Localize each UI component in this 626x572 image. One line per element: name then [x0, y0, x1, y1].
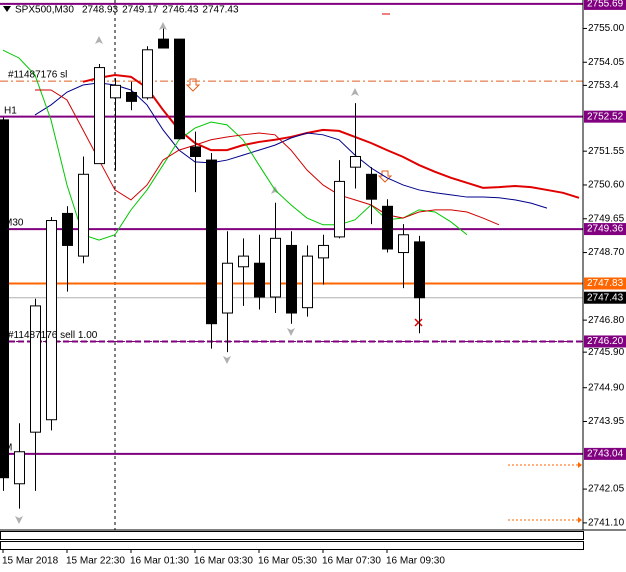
candle-body — [46, 220, 57, 421]
y-tick-label: 2746.80 — [588, 315, 625, 326]
y-tick-label: 2749.65 — [588, 213, 625, 224]
level-label: 2747.43 — [587, 292, 624, 303]
candle-body — [142, 49, 153, 99]
y-tick-label: 2748.70 — [588, 247, 625, 258]
order-label: #11487176 sl — [8, 70, 67, 81]
level-label: 2752.52 — [587, 111, 624, 122]
chart-title: SPX500,M30 — [15, 5, 74, 16]
level-name: M — [4, 443, 12, 454]
level-label: 2746.20 — [587, 336, 624, 347]
candle-body — [0, 119, 9, 479]
y-tick-label: 2750.60 — [588, 180, 625, 191]
ohlc-value: 2746.43 — [162, 5, 199, 16]
candle-body — [286, 244, 297, 314]
x-tick-label: 16 Mar 09:30 — [386, 556, 445, 567]
level-label-box — [584, 335, 626, 348]
y-tick-label: 2755.00 — [588, 23, 625, 34]
level-label: 2743.04 — [587, 449, 624, 460]
subwindow — [0, 531, 584, 540]
level-label: 2755.69 — [587, 0, 624, 10]
symbol-icon — [3, 6, 11, 12]
y-tick-label: 2741.10 — [588, 518, 625, 529]
x-tick-label: 15 Mar 2018 — [2, 556, 59, 567]
fractal-up — [351, 88, 359, 96]
x-tick-label: 16 Mar 05:30 — [258, 556, 317, 567]
candle-body — [238, 255, 249, 268]
close-marker — [414, 318, 423, 327]
candle-body — [334, 180, 345, 238]
plot-area — [0, 2, 583, 509]
fractal-down — [223, 356, 231, 364]
level-label-box — [584, 223, 626, 236]
level-label: 2749.36 — [587, 224, 624, 235]
fractal-up — [159, 22, 167, 30]
candle-body — [174, 38, 185, 140]
y-tick-label: 2743.95 — [588, 416, 625, 427]
ohlc-value: 2749.17 — [122, 5, 159, 16]
candle-body — [398, 234, 409, 254]
x-tick-label: 16 Mar 01:30 — [130, 556, 189, 567]
indicator-line — [35, 89, 500, 226]
fractal-arrows — [15, 22, 359, 524]
candle-body — [366, 173, 377, 200]
level-label-box — [584, 0, 626, 10]
level-label-box — [584, 447, 626, 460]
order-label: #11487176 sell 1.00 — [8, 330, 98, 341]
candle-body — [30, 305, 41, 433]
candle-body — [350, 156, 361, 168]
candle-body — [126, 91, 137, 102]
x-tick-label: 16 Mar 07:30 — [322, 556, 381, 567]
candle-body — [302, 255, 313, 309]
candle-body — [94, 67, 105, 165]
level-name: H1 — [4, 105, 17, 116]
ohlc-value: 2747.43 — [202, 5, 239, 16]
candle-body — [190, 146, 201, 158]
y-tick-label: 2754.05 — [588, 57, 625, 68]
candle-body — [78, 173, 89, 257]
level-label-box — [584, 277, 626, 290]
candle-body — [382, 205, 393, 250]
y-tick-label: 2744.90 — [588, 382, 625, 393]
y-tick-label: 2745.90 — [588, 347, 625, 358]
fractal-down — [15, 516, 23, 524]
fractal-down — [287, 328, 295, 336]
candle-body — [158, 38, 169, 49]
indicator-line — [82, 74, 580, 199]
level-name: M30 — [4, 218, 24, 229]
candle-body — [110, 84, 121, 99]
level-label: 2747.83 — [587, 278, 624, 289]
x-tick-label: 16 Mar 03:30 — [194, 556, 253, 567]
candle-body — [222, 262, 233, 314]
y-tick-label: 2742.05 — [588, 484, 625, 495]
candle-body — [414, 241, 425, 299]
level-label-box — [584, 110, 626, 123]
candle-body — [206, 159, 217, 325]
order-arrow — [377, 170, 393, 183]
candle-body — [254, 262, 265, 298]
ohlc-value: 2748.93 — [82, 5, 119, 16]
x-tick-label: 15 Mar 22:30 — [66, 556, 125, 567]
candle-body — [62, 212, 73, 246]
candle-body — [270, 237, 281, 298]
candle-body — [14, 451, 25, 485]
order-arrow — [185, 78, 201, 92]
candle-body — [318, 244, 329, 259]
y-tick-label: 2753.4 — [588, 80, 619, 91]
level-label-box — [584, 291, 626, 304]
fractal-up — [95, 36, 103, 44]
y-tick-label: 2751.55 — [588, 146, 625, 157]
subwindow — [0, 541, 584, 550]
